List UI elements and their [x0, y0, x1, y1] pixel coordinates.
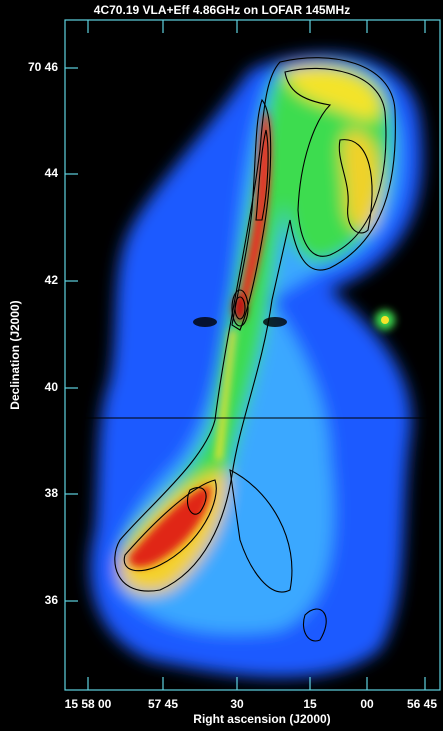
x-axis-label: Right ascension (J2000)	[193, 712, 330, 726]
y-tick-label: 38	[45, 486, 59, 500]
x-tick-label: 57 45	[148, 697, 178, 711]
x-tick-label: 56 45	[407, 697, 437, 711]
y-tick-label: 42	[45, 273, 59, 287]
x-tick-label: 00	[360, 697, 374, 711]
y-axis-label: Declination (J2000)	[8, 300, 22, 409]
title: 4C70.19 VLA+Eff 4.86GHz on LOFAR 145MHz	[94, 3, 350, 17]
x-tick-label: 30	[230, 697, 244, 711]
y-tick-label: 70 46	[28, 60, 58, 74]
y-tick-label: 40	[45, 380, 59, 394]
y-tick-label: 44	[45, 166, 59, 180]
x-tick-label: 15	[303, 697, 317, 711]
y-tick-label: 36	[45, 593, 59, 607]
figure: 4C70.19 VLA+Eff 4.86GHz on LOFAR 145MHz …	[0, 0, 443, 731]
x-tick-label: 15 58 00	[65, 697, 112, 711]
